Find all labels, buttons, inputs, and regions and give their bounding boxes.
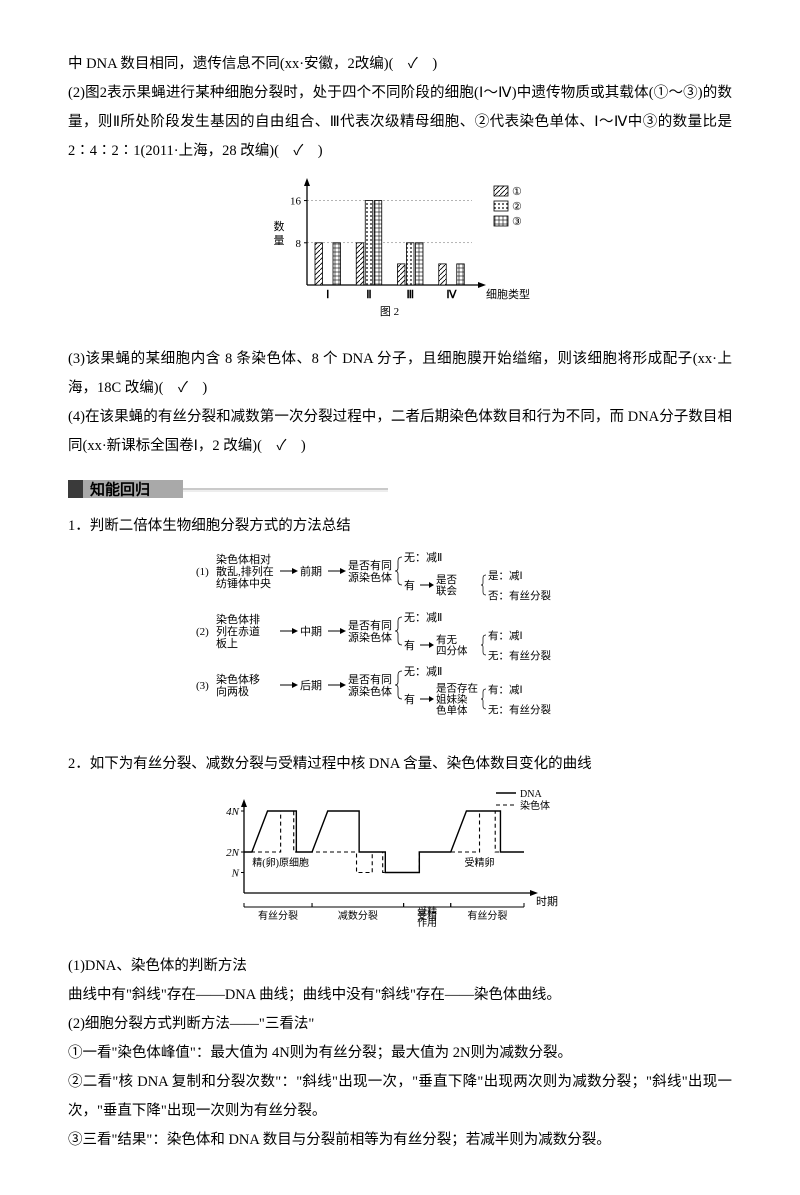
svg-text:2N: 2N (226, 847, 240, 859)
curve-para-1: (1)DNA、染色体的判断方法 (68, 952, 732, 981)
svg-text:图 2: 图 2 (380, 305, 399, 318)
svg-text:有：减Ⅰ: 有：减Ⅰ (488, 629, 523, 642)
curve-para-3: (2)细胞分裂方式判断方法——"三看法" (68, 1010, 732, 1039)
svg-text:无：减Ⅱ: 无：减Ⅱ (404, 665, 442, 678)
svg-text:有: 有 (404, 692, 415, 706)
svg-text:向两极: 向两极 (216, 684, 249, 698)
svg-text:散乱,排列在: 散乱,排列在 (216, 564, 274, 578)
svg-text:源染色体: 源染色体 (348, 630, 392, 644)
curve-para-2: 曲线中有"斜线"存在——DNA 曲线；曲线中没有"斜线"存在——染色体曲线。 (68, 981, 732, 1010)
svg-text:中期: 中期 (300, 625, 322, 638)
svg-text:后期: 后期 (300, 679, 322, 692)
heading-method-2: 2．如下为有丝分裂、减数分裂与受精过程中核 DNA 含量、染色体数目变化的曲线 (68, 750, 732, 779)
svg-text:是否有同: 是否有同 (348, 558, 392, 572)
svg-text:有: 有 (404, 638, 415, 652)
flowchart-diagram: (1)染色体相对散乱,排列在纺锤体中央前期是否有同源染色体无：减Ⅱ有是否联会是：… (68, 545, 732, 744)
svg-text:8: 8 (296, 238, 302, 250)
svg-text:数: 数 (274, 220, 285, 233)
svg-text:作用: 作用 (417, 917, 437, 929)
paragraph-1: 中 DNA 数目相同，遗传信息不同(xx·安徽，2改编)( ✓ ) (68, 50, 732, 79)
svg-text:②: ② (512, 201, 522, 213)
figure-2-bar-chart: 8 16 数量 Ⅰ Ⅱ Ⅲ Ⅳ 细胞类型图 2 ① ② ③ (68, 170, 732, 341)
curve-para-6: ③三看"结果"：染色体和 DNA 数目与分裂前相等为有丝分裂；若减半则为减数分裂… (68, 1126, 732, 1155)
svg-text:染色体排: 染色体排 (216, 612, 260, 626)
svg-text:无：减Ⅱ: 无：减Ⅱ (404, 611, 442, 624)
dna-chromosome-curve: N2N4N精(卵)原细胞受精卵时期有丝分裂减数分裂受精有丝分裂受精作用DNA染色… (68, 785, 732, 946)
curve-para-4: ①一看"染色体峰值"：最大值为 4N则为有丝分裂；最大值为 2N则为减数分裂。 (68, 1039, 732, 1068)
svg-text:时期: 时期 (536, 895, 558, 908)
svg-text:是否有同: 是否有同 (348, 618, 392, 632)
svg-text:Ⅱ: Ⅱ (366, 289, 371, 301)
svg-text:减数分裂: 减数分裂 (338, 909, 378, 922)
svg-text:N: N (231, 868, 240, 880)
svg-text:源染色体: 源染色体 (348, 684, 392, 698)
svg-text:Ⅰ: Ⅰ (326, 289, 329, 301)
svg-text:Ⅲ: Ⅲ (406, 289, 414, 301)
svg-text:是否: 是否 (436, 574, 457, 586)
svg-text:姐妹染: 姐妹染 (436, 693, 468, 706)
svg-text:无：有丝分裂: 无：有丝分裂 (488, 649, 551, 662)
svg-text:①: ① (512, 186, 522, 198)
svg-text:有丝分裂: 有丝分裂 (258, 909, 298, 922)
svg-text:前期: 前期 (300, 564, 322, 578)
svg-text:联会: 联会 (436, 584, 457, 597)
paragraph-2: (2)图2表示果蝇进行某种细胞分裂时，处于四个不同阶段的细胞(Ⅰ～Ⅳ)中遗传物质… (68, 79, 732, 166)
svg-text:受精: 受精 (417, 905, 437, 918)
section-header: 知能回归 (68, 475, 732, 504)
svg-text:源染色体: 源染色体 (348, 570, 392, 584)
svg-text:细胞类型: 细胞类型 (486, 287, 530, 301)
heading-method-1: 1．判断二倍体生物细胞分裂方式的方法总结 (68, 512, 732, 541)
svg-text:(1): (1) (196, 566, 209, 578)
svg-text:16: 16 (290, 196, 302, 208)
svg-text:板上: 板上 (216, 636, 238, 650)
svg-text:无：有丝分裂: 无：有丝分裂 (488, 703, 551, 716)
svg-text:染色体移: 染色体移 (216, 672, 260, 686)
svg-text:有丝分裂: 有丝分裂 (467, 909, 507, 922)
paragraph-4: (4)在该果蝇的有丝分裂和减数第一次分裂过程中，二者后期染色体数目和行为不同，而… (68, 403, 732, 461)
svg-text:知能回归: 知能回归 (90, 480, 150, 498)
svg-text:染色体相对: 染色体相对 (216, 552, 271, 566)
svg-text:受精卵: 受精卵 (465, 856, 495, 869)
svg-text:色单体: 色单体 (436, 704, 468, 717)
svg-text:纺锤体中央: 纺锤体中央 (216, 576, 271, 590)
svg-text:(3): (3) (196, 680, 209, 692)
svg-text:无：减Ⅱ: 无：减Ⅱ (404, 551, 442, 564)
svg-text:四分体: 四分体 (436, 645, 468, 657)
svg-text:有：减Ⅰ: 有：减Ⅰ (488, 683, 523, 696)
svg-text:③: ③ (512, 216, 522, 228)
svg-text:精(卵)原细胞: 精(卵)原细胞 (252, 856, 309, 869)
svg-text:有: 有 (404, 578, 415, 592)
svg-text:是：减Ⅰ: 是：减Ⅰ (488, 570, 523, 582)
svg-text:是否有同: 是否有同 (348, 672, 392, 686)
curve-para-5: ②二看"核 DNA 复制和分裂次数"："斜线"出现一次，"垂直下降"出现两次则为… (68, 1068, 732, 1126)
svg-text:量: 量 (274, 234, 285, 247)
svg-text:有无: 有无 (436, 633, 457, 646)
paragraph-3: (3)该果蝇的某细胞内含 8 条染色体、8 个 DNA 分子，且细胞膜开始缢缩，… (68, 345, 732, 403)
svg-text:4N: 4N (226, 806, 240, 818)
svg-text:否：有丝分裂: 否：有丝分裂 (488, 589, 551, 602)
svg-text:Ⅳ: Ⅳ (446, 289, 457, 301)
svg-text:(2): (2) (196, 626, 209, 638)
svg-text:是否存在: 是否存在 (436, 682, 478, 695)
svg-text:染色体: 染色体 (520, 799, 550, 812)
svg-text:DNA: DNA (520, 789, 542, 800)
svg-text:列在赤道: 列在赤道 (216, 624, 260, 638)
